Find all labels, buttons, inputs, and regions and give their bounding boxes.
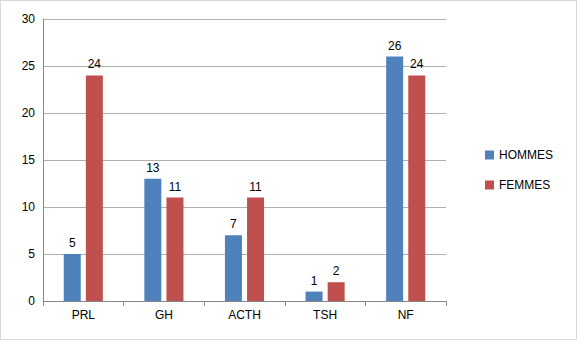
svg-text:10: 10 [22,200,36,214]
svg-text:30: 30 [22,12,36,26]
svg-text:1: 1 [311,274,318,288]
svg-text:2: 2 [333,264,340,278]
svg-text:24: 24 [88,57,102,71]
svg-text:0: 0 [28,294,35,308]
svg-text:FEMMES: FEMMES [499,178,550,192]
svg-text:24: 24 [410,57,424,71]
svg-text:20: 20 [22,106,36,120]
svg-text:HOMMES: HOMMES [499,148,553,162]
svg-text:13: 13 [146,161,160,175]
svg-text:ACTH: ACTH [228,308,261,322]
svg-text:NF: NF [398,308,414,322]
svg-text:7: 7 [230,217,237,231]
svg-text:5: 5 [69,236,76,250]
svg-text:GH: GH [155,308,173,322]
svg-text:26: 26 [388,39,402,53]
svg-text:11: 11 [249,180,262,194]
svg-text:11: 11 [169,180,182,194]
svg-text:PRL: PRL [72,308,96,322]
svg-text:25: 25 [22,59,36,73]
svg-text:TSH: TSH [313,308,337,322]
svg-text:15: 15 [22,153,36,167]
svg-text:5: 5 [28,247,35,261]
